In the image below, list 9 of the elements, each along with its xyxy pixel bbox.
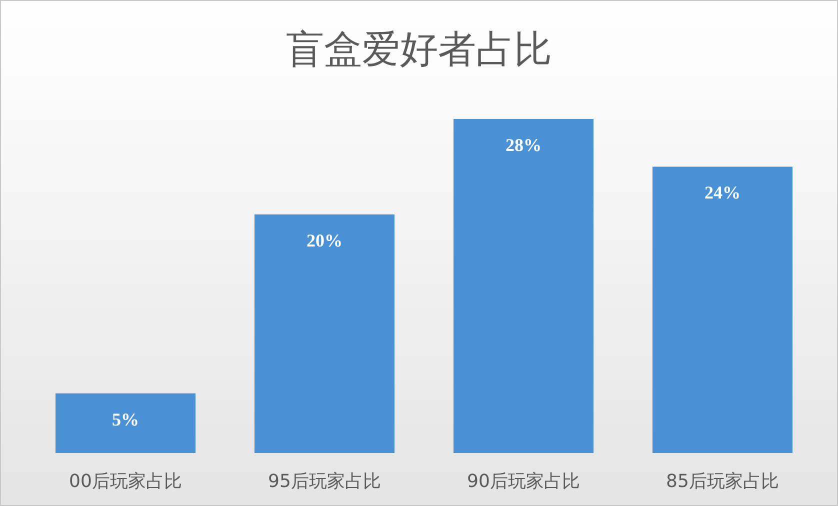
chart-title: 盲盒爱好者占比: [286, 27, 552, 71]
x-tick-label: 95后玩家占比: [268, 471, 381, 492]
x-tick-label: 00后玩家占比: [69, 471, 182, 492]
data-label: 5%: [112, 409, 139, 430]
data-label: 20%: [306, 230, 342, 250]
x-tick-label: 85后玩家占比: [666, 471, 779, 492]
data-label: 28%: [506, 135, 542, 155]
data-label: 24%: [704, 182, 740, 203]
x-tick-label: 90后玩家占比: [467, 471, 580, 492]
